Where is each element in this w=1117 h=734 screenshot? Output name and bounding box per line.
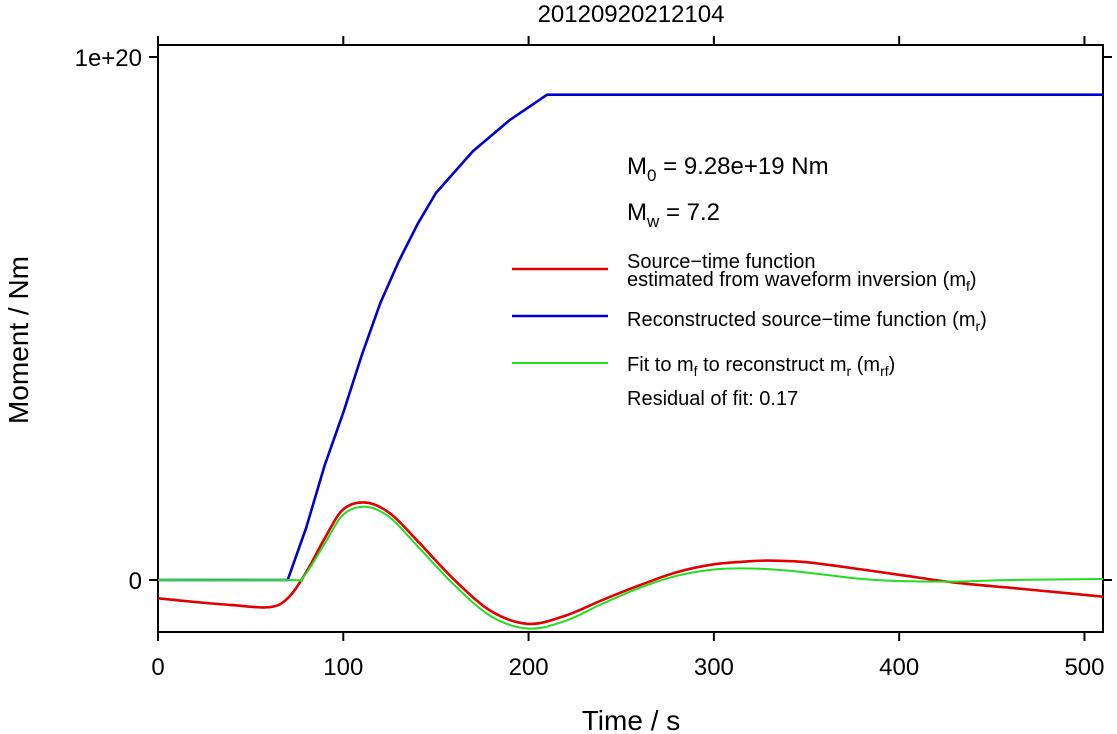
series-group bbox=[157, 93, 1104, 630]
axis-ticks bbox=[149, 36, 1112, 641]
legend: Source−time function estimated from wave… bbox=[512, 251, 987, 410]
x-tick-label: 300 bbox=[694, 654, 734, 681]
chart-title: 20120920212104 bbox=[538, 1, 725, 28]
annotations: M0 = 9.28e+19 Nm Mw = 7.2 bbox=[627, 153, 829, 231]
series-line-red bbox=[157, 501, 1104, 626]
series-line-blue bbox=[158, 93, 1103, 582]
mw-annotation: Mw = 7.2 bbox=[627, 199, 720, 231]
plot-frame bbox=[157, 44, 1104, 633]
series-line-green bbox=[157, 505, 1104, 630]
m0-annotation: M0 = 9.28e+19 Nm bbox=[627, 153, 829, 185]
x-tick-label: 200 bbox=[509, 654, 549, 681]
residual-annotation: Residual of fit: 0.17 bbox=[627, 388, 798, 410]
y-tick-label: 0 bbox=[129, 568, 142, 595]
legend-label-source-time-2: estimated from waveform inversion (mf) bbox=[627, 269, 977, 294]
y-axis-label: Moment / Nm bbox=[3, 256, 34, 424]
legend-label-fit: Fit to mf to reconstruct mr (mrf) bbox=[627, 354, 895, 379]
x-tick-label: 0 bbox=[151, 654, 164, 681]
legend-label-source-time: Source−time function bbox=[627, 251, 815, 273]
y-tick-label: 1e+20 bbox=[75, 45, 142, 72]
x-axis-label: Time / s bbox=[582, 705, 681, 734]
y-tick-labels: 0 1e+20 bbox=[75, 45, 142, 595]
x-tick-label: 500 bbox=[1064, 654, 1104, 681]
x-tick-label: 400 bbox=[879, 654, 919, 681]
x-tick-labels: 0 100 200 300 400 500 bbox=[151, 654, 1104, 681]
legend-label-reconstructed: Reconstructed source−time function (mr) bbox=[627, 309, 987, 334]
x-tick-label: 100 bbox=[323, 654, 363, 681]
